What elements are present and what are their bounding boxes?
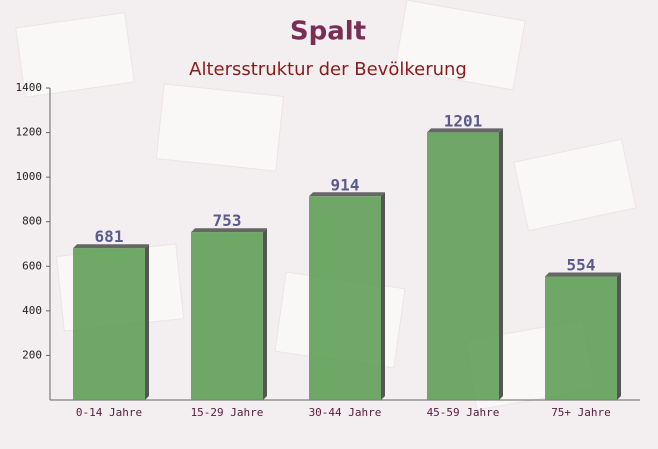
- bar: [73, 248, 145, 400]
- x-tick-label: 75+ Jahre: [551, 406, 611, 419]
- bar-shadow: [144, 244, 149, 400]
- bar-shadow: [427, 128, 503, 133]
- bar-shadow: [545, 272, 621, 277]
- y-tick-label: 1200: [16, 126, 43, 139]
- bar-shadow: [191, 228, 267, 233]
- bar: [427, 132, 499, 400]
- x-tick-label: 0-14 Jahre: [76, 406, 142, 419]
- value-label: 914: [331, 175, 360, 194]
- chart-subtitle: Altersstruktur der Bevölkerung: [189, 59, 467, 80]
- value-label: 681: [95, 227, 124, 246]
- bar-shadow: [309, 192, 385, 197]
- value-label: 753: [213, 211, 242, 230]
- y-tick-label: 400: [22, 304, 42, 317]
- x-tick-label: 30-44 Jahre: [309, 406, 382, 419]
- y-tick-label: 1400: [16, 81, 43, 94]
- bar: [309, 196, 381, 400]
- y-tick-label: 200: [22, 348, 42, 361]
- x-tick-label: 15-29 Jahre: [191, 406, 264, 419]
- bar-shadow: [380, 192, 385, 400]
- y-tick-label: 1000: [16, 170, 43, 183]
- value-label: 554: [567, 256, 596, 275]
- bar: [191, 232, 263, 400]
- value-label: 1201: [444, 111, 483, 130]
- x-tick-label: 45-59 Jahre: [427, 406, 500, 419]
- bar-shadow: [262, 228, 267, 400]
- y-tick-label: 800: [22, 215, 42, 228]
- y-tick-label: 600: [22, 259, 42, 272]
- bar-shadow: [616, 272, 621, 400]
- chart-title: Spalt: [290, 17, 366, 47]
- bar-shadow: [498, 128, 503, 400]
- bar-shadow: [73, 244, 149, 249]
- bar: [545, 276, 617, 400]
